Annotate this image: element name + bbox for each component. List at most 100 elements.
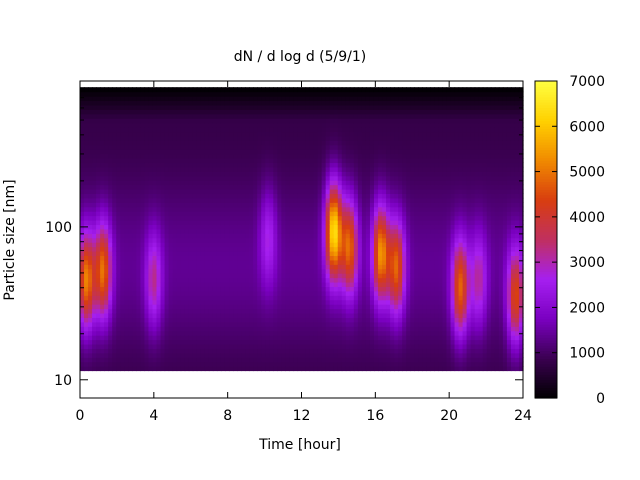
heat-cell	[180, 264, 186, 270]
heat-cell	[369, 135, 375, 141]
heat-cell	[369, 321, 375, 327]
heat-cell	[180, 131, 186, 137]
heat-cell	[212, 149, 218, 155]
heat-cell	[96, 348, 101, 354]
heat-cell	[188, 206, 194, 212]
heat-cell	[341, 206, 347, 212]
heat-cell	[212, 330, 218, 336]
heat-cell	[261, 127, 266, 133]
heat-cell	[289, 144, 295, 150]
heat-cell	[369, 299, 375, 305]
heat-cell	[172, 224, 178, 230]
heat-cell	[132, 113, 137, 119]
heat-cell	[261, 228, 266, 234]
heat-cell	[309, 206, 315, 212]
heat-cell	[104, 308, 109, 314]
heat-cell	[382, 295, 387, 301]
heat-cell	[269, 224, 274, 230]
heat-cell	[321, 237, 327, 243]
heat-cell	[241, 268, 246, 274]
heat-cell	[373, 299, 379, 305]
heat-cell	[204, 250, 210, 256]
heat-cell	[277, 87, 282, 93]
heat-cell	[100, 166, 105, 172]
heat-cell	[220, 317, 226, 323]
heat-cell	[237, 224, 242, 230]
heat-cell	[208, 149, 214, 155]
heat-cell	[104, 330, 109, 336]
heat-cell	[241, 171, 246, 177]
heat-cell	[369, 175, 375, 181]
heat-cell	[382, 189, 387, 195]
heat-cell	[378, 175, 383, 181]
heat-cell	[386, 321, 391, 327]
heat-cell	[148, 193, 154, 199]
heat-cell	[140, 206, 146, 212]
heat-cell	[140, 158, 146, 164]
heat-cell	[345, 228, 351, 234]
heat-cell	[212, 118, 218, 124]
heat-cell	[116, 135, 121, 141]
heat-cell	[104, 189, 109, 195]
heat-cell	[196, 96, 202, 102]
heat-cell	[325, 100, 331, 106]
heat-cell	[325, 299, 331, 305]
heat-cell	[136, 153, 142, 159]
heat-cell	[325, 295, 331, 301]
heat-cell	[156, 122, 162, 128]
heat-cell	[333, 233, 339, 239]
heat-cell	[281, 264, 286, 270]
heat-cell	[112, 193, 117, 199]
heat-cell	[204, 308, 210, 314]
heat-cell	[172, 237, 178, 243]
heat-cell	[357, 180, 363, 186]
heat-cell	[293, 326, 299, 332]
heat-cell	[80, 277, 85, 283]
heat-cell	[341, 131, 347, 137]
heat-cell	[200, 242, 206, 248]
heat-cell	[220, 357, 226, 363]
heat-cell	[92, 259, 97, 265]
heat-cell	[309, 242, 315, 248]
heat-cell	[261, 131, 266, 137]
heat-cell	[196, 273, 202, 279]
heat-cell	[200, 171, 206, 177]
heat-cell	[192, 246, 198, 252]
heat-cell	[200, 250, 206, 256]
heat-cell	[261, 153, 266, 159]
heat-cell	[212, 215, 218, 221]
heat-cell	[116, 357, 121, 363]
heat-cell	[180, 113, 186, 119]
heat-cell	[200, 339, 206, 345]
heat-cell	[313, 228, 319, 234]
heat-cell	[192, 104, 198, 110]
heat-cell	[136, 211, 142, 217]
heat-cell	[361, 219, 367, 226]
heat-cell	[80, 281, 85, 287]
heat-cell	[216, 277, 222, 283]
heat-cell	[357, 149, 363, 155]
heat-cell	[237, 228, 242, 234]
heat-cell	[100, 317, 105, 323]
heat-cell	[124, 308, 129, 314]
heat-cell	[172, 197, 178, 203]
heat-cell	[148, 127, 154, 133]
heat-cell	[220, 233, 226, 239]
heat-cell	[293, 228, 299, 234]
heat-cell	[253, 255, 258, 261]
heat-cell	[245, 153, 250, 159]
heat-cell	[365, 308, 371, 314]
heat-cell	[373, 87, 379, 93]
heat-cell	[233, 317, 238, 323]
heat-cell	[325, 286, 331, 292]
heat-cell	[164, 100, 170, 106]
heat-cell	[273, 308, 278, 314]
heat-cell	[164, 321, 170, 327]
heat-cell	[208, 361, 214, 367]
heat-cell	[116, 184, 121, 190]
heat-cell	[132, 87, 137, 93]
heat-cell	[349, 100, 355, 106]
heat-cell	[176, 135, 182, 141]
heat-cell	[378, 193, 383, 199]
heat-cell	[148, 335, 154, 341]
